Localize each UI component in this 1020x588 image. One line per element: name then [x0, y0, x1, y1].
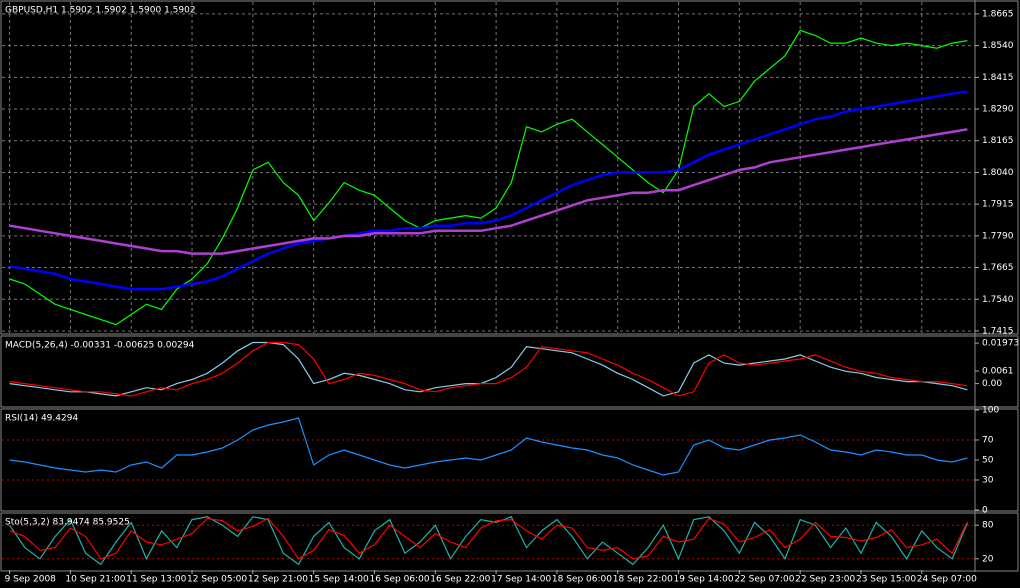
- series-line: [9, 128, 968, 255]
- y-tick-label: 1.7665: [982, 263, 1014, 273]
- y-tick-label: 1.8665: [982, 9, 1014, 19]
- series-line: [9, 341, 968, 397]
- series-line: [9, 517, 968, 560]
- series-line: [9, 516, 968, 566]
- series-line: [9, 341, 968, 397]
- x-tick-label: 10 Sep 21:00: [65, 575, 125, 585]
- panel-frame: [0, 335, 1019, 408]
- y-tick-label: 0: [982, 506, 988, 516]
- panel-title: MACD(5,26,4) -0.00331 -0.00625 0.00294: [5, 341, 195, 351]
- x-tick-label: 19 Sep 14:00: [674, 575, 734, 585]
- x-tick-label: 23 Sep 15:00: [856, 575, 916, 585]
- panel-title: GBPUSD,H1 1.5902 1.5902 1.5900 1.5902: [5, 6, 196, 16]
- y-tick-label: 1.8415: [982, 73, 1014, 83]
- y-tick-label: 1.7790: [982, 231, 1014, 241]
- series-line: [9, 90, 968, 291]
- series-line: [9, 417, 968, 476]
- y-tick-label: 1.8290: [982, 105, 1014, 115]
- series-line: [9, 29, 968, 326]
- y-tick-label: 1.7415: [982, 326, 1014, 336]
- y-tick-label: 100: [982, 406, 999, 416]
- panel-title: Sto(5,3,2) 83.9474 85.9525: [5, 518, 130, 528]
- x-tick-label: 18 Sep 06:00: [552, 575, 612, 585]
- x-tick-label: 12 Sep 21:00: [248, 575, 308, 585]
- x-tick-label: 24 Sep 07:00: [917, 575, 977, 585]
- y-tick-label: 50: [982, 456, 994, 466]
- x-tick-label: 17 Sep 14:00: [491, 575, 551, 585]
- y-tick-label: 1.8165: [982, 136, 1014, 146]
- y-tick-label: 1.8540: [982, 41, 1014, 51]
- y-tick-label: 1.8040: [982, 168, 1014, 178]
- panel-frame: [0, 512, 1019, 572]
- x-tick-label: 22 Sep 07:00: [734, 575, 794, 585]
- x-tick-label: 9 Sep 2008: [5, 575, 57, 585]
- y-tick-label: 0.00: [982, 379, 1002, 389]
- x-tick-label: 22 Sep 23:00: [795, 575, 855, 585]
- panel-frame: [0, 0, 1019, 335]
- x-tick-label: 12 Sep 05:00: [187, 575, 247, 585]
- y-tick-label: 20: [982, 554, 994, 564]
- x-tick-label: 18 Sep 22:00: [613, 575, 673, 585]
- y-tick-label: 30: [982, 476, 994, 486]
- y-tick-label: 0.01973: [982, 339, 1019, 349]
- y-tick-label: 1.7540: [982, 295, 1014, 305]
- y-tick-label: 1.7915: [982, 200, 1014, 210]
- y-tick-label: 80: [982, 521, 994, 531]
- x-tick-label: 11 Sep 13:00: [126, 575, 186, 585]
- x-tick-label: 16 Sep 22:00: [430, 575, 490, 585]
- panel-frame: [0, 408, 1019, 512]
- y-tick-label: 70: [982, 436, 994, 446]
- y-tick-label: 0.0061: [982, 367, 1014, 377]
- x-tick-label: 15 Sep 14:00: [309, 575, 369, 585]
- panel-title: RSI(14) 49.4294: [5, 414, 78, 424]
- x-tick-label: 16 Sep 06:00: [369, 575, 429, 585]
